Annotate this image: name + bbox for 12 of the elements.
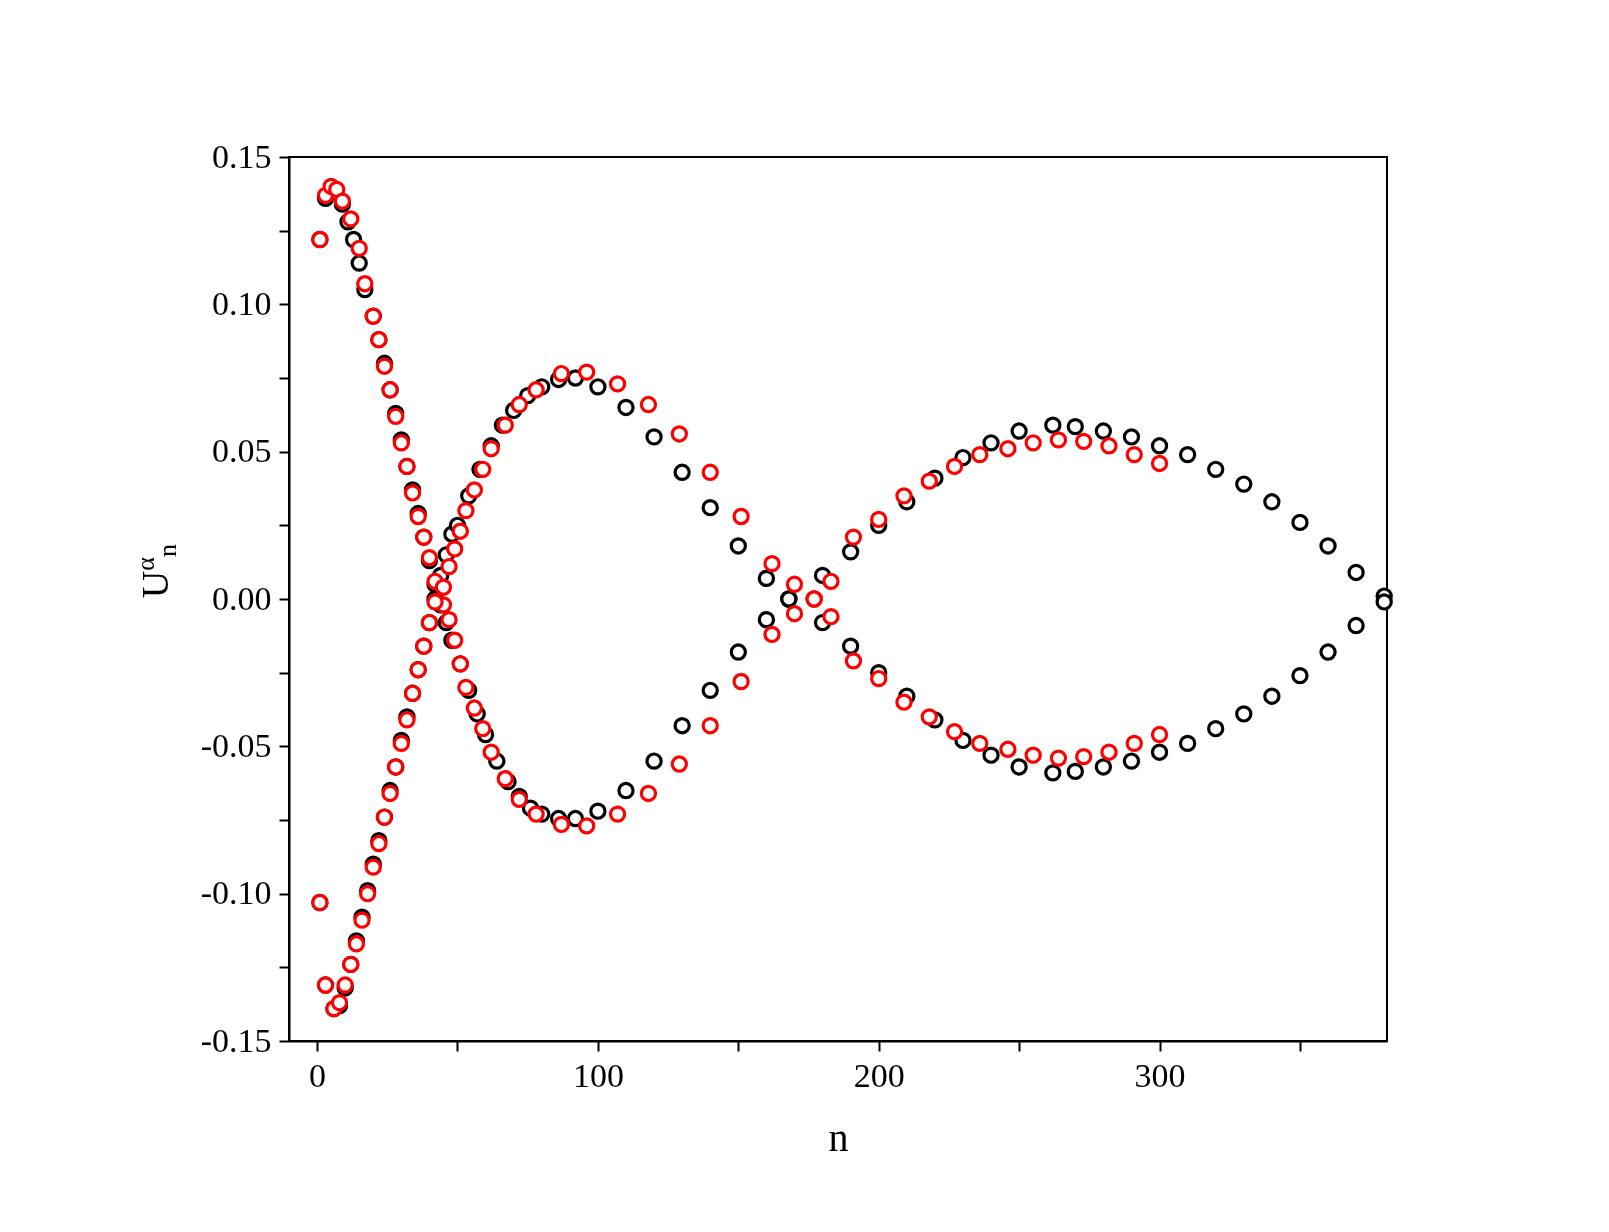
x-tick-label: 100: [572, 1056, 624, 1094]
y-tick-label: 0.00: [212, 579, 272, 617]
y-tick-label: -0.05: [200, 726, 272, 764]
y-tick-label: 0.15: [212, 137, 272, 175]
y-tick-label: 0.10: [212, 284, 272, 322]
x-tick-label: 0: [309, 1056, 327, 1094]
x-tick-label: 200: [853, 1056, 905, 1094]
y-tick-label: -0.10: [200, 874, 272, 912]
y-tick-label: -0.15: [200, 1021, 272, 1059]
y-tick-label: 0.05: [212, 432, 272, 470]
x-tick-label: 300: [1134, 1056, 1186, 1094]
x-axis-title: n: [828, 1114, 849, 1160]
